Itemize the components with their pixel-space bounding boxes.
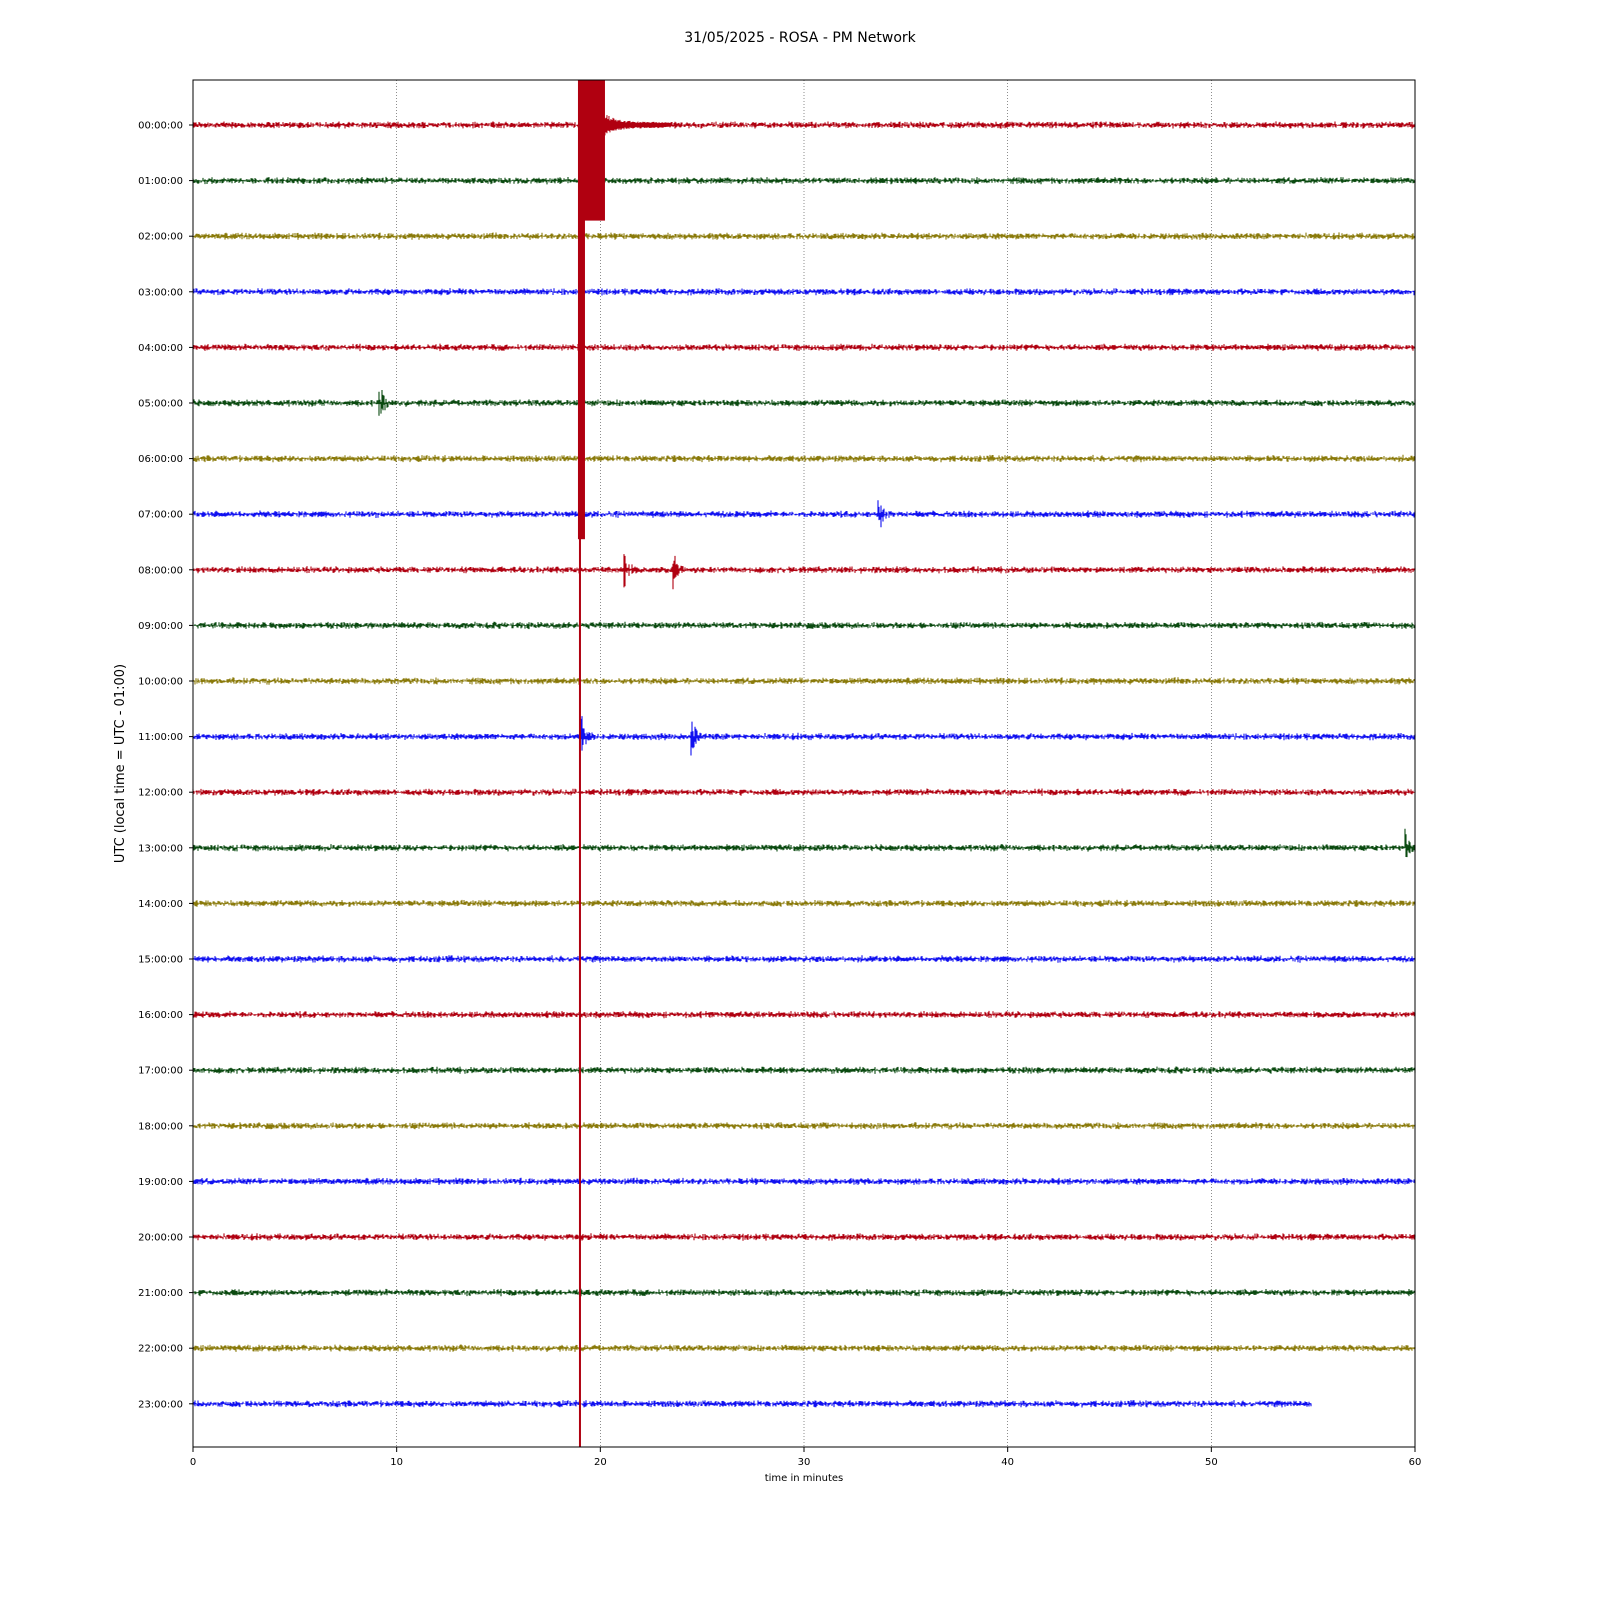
x-tick-label: 30 bbox=[798, 1457, 811, 1468]
trace-row-16:00:00 bbox=[192, 1010, 1416, 1019]
y-tick-label: 03:00:00 bbox=[138, 287, 183, 298]
y-tick-layer: 00:00:00 01:00:00 02:00:00 03:00:00 04:00:00… bbox=[138, 121, 193, 1410]
y-tick-label: 06:00:00 bbox=[138, 454, 183, 465]
trace-row-22:00:00 bbox=[192, 1344, 1416, 1352]
y-tick-label: 04:00:00 bbox=[138, 343, 183, 354]
x-tick-label: 20 bbox=[594, 1457, 607, 1468]
x-tick-label: 50 bbox=[1205, 1457, 1218, 1468]
trace-row-09:00:00 bbox=[192, 621, 1416, 630]
x-tick-label: 10 bbox=[390, 1457, 403, 1468]
x-tick-label: 40 bbox=[1001, 1457, 1014, 1468]
x-tick-layer: 0 10 20 30 40 50 60 bbox=[190, 1447, 1422, 1468]
trace-row-07:00:00 bbox=[192, 500, 1416, 528]
x-tick-label: 60 bbox=[1409, 1457, 1422, 1468]
y-tick-label: 18:00:00 bbox=[138, 1121, 183, 1132]
y-tick-label: 00:00:00 bbox=[138, 121, 183, 132]
y-tick-label: 19:00:00 bbox=[138, 1177, 183, 1188]
y-tick-label: 01:00:00 bbox=[138, 176, 183, 187]
chart-title: 31/05/2025 - ROSA - PM Network bbox=[684, 30, 916, 46]
y-tick-label: 14:00:00 bbox=[138, 899, 183, 910]
y-tick-label: 23:00:00 bbox=[138, 1399, 183, 1410]
y-tick-label: 02:00:00 bbox=[138, 232, 183, 243]
y-tick-label: 21:00:00 bbox=[138, 1288, 183, 1299]
trace-row-08:00:00 bbox=[192, 554, 1416, 590]
y-tick-label: 12:00:00 bbox=[138, 788, 183, 799]
trace-row-23:00:00 bbox=[192, 1400, 1312, 1408]
trace-row-20:00:00 bbox=[192, 1233, 1416, 1241]
y-tick-label: 07:00:00 bbox=[138, 510, 183, 521]
y-axis-label: UTC (local time = UTC - 01:00) bbox=[113, 664, 128, 863]
trace-row-03:00:00 bbox=[192, 288, 1416, 296]
y-tick-label: 15:00:00 bbox=[138, 955, 183, 966]
y-tick-label: 13:00:00 bbox=[138, 843, 183, 854]
y-tick-label: 11:00:00 bbox=[138, 732, 183, 743]
earthquake-clipped-column bbox=[577, 80, 585, 540]
grid-layer bbox=[396, 80, 1212, 1447]
y-tick-label: 09:00:00 bbox=[138, 621, 183, 632]
event-layer bbox=[577, 80, 672, 1447]
x-tick-label: 0 bbox=[190, 1457, 196, 1468]
y-tick-label: 05:00:00 bbox=[138, 399, 183, 410]
y-tick-label: 22:00:00 bbox=[138, 1344, 183, 1355]
x-axis-label: time in minutes bbox=[765, 1473, 844, 1484]
y-tick-label: 10:00:00 bbox=[138, 677, 183, 688]
y-tick-label: 17:00:00 bbox=[138, 1066, 183, 1077]
y-tick-label: 08:00:00 bbox=[138, 565, 183, 576]
trace-row-18:00:00 bbox=[192, 1122, 1416, 1130]
y-tick-label: 20:00:00 bbox=[138, 1233, 183, 1244]
y-tick-label: 16:00:00 bbox=[138, 1010, 183, 1021]
trace-row-05:00:00 bbox=[192, 390, 1416, 416]
trace-row-01:00:00 bbox=[192, 176, 1416, 185]
trace-row-17:00:00 bbox=[192, 1066, 1416, 1074]
